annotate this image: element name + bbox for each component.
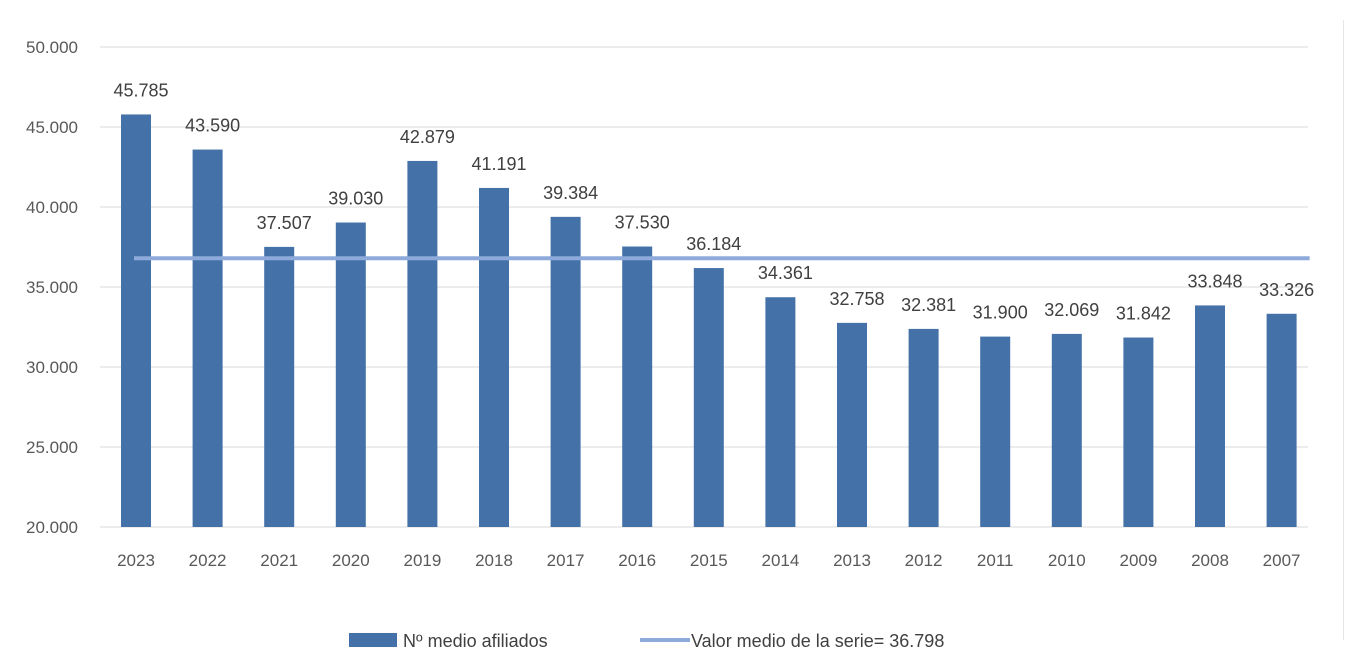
x-tick-label: 2007 xyxy=(1263,551,1301,570)
data-label: 33.848 xyxy=(1187,271,1242,291)
bar xyxy=(1051,333,1082,527)
bar xyxy=(837,322,867,527)
bar xyxy=(192,149,223,527)
x-tick-label: 2013 xyxy=(833,551,871,570)
data-label: 33.326 xyxy=(1259,280,1314,300)
y-tick-label: 45.000 xyxy=(26,118,78,137)
bar xyxy=(407,160,438,527)
bar xyxy=(765,297,796,527)
data-label: 45.785 xyxy=(113,80,168,100)
x-tick-label: 2015 xyxy=(690,551,728,570)
x-tick-label: 2016 xyxy=(618,551,656,570)
right-border xyxy=(1343,20,1344,640)
data-label: 34.361 xyxy=(758,263,813,283)
data-label: 32.758 xyxy=(829,289,884,309)
bar xyxy=(980,336,1011,527)
y-tick-label: 20.000 xyxy=(26,518,78,537)
x-axis: 2023 2022 2021 2020 2019 2018 2017 2016 2015 2014… xyxy=(117,551,1300,570)
data-labels: 45.785 43.590 37.507 39.030 42.879 41.191 39.3… xyxy=(113,80,1314,323)
bar xyxy=(479,187,509,527)
x-tick-label: 2012 xyxy=(905,551,943,570)
x-tick-label: 2017 xyxy=(547,551,585,570)
x-tick-label: 2014 xyxy=(761,551,799,570)
legend-bar-swatch xyxy=(349,633,397,647)
x-tick-label: 2023 xyxy=(117,551,155,570)
legend-line-label: Valor medio de la serie= 36.798 xyxy=(691,631,944,651)
data-label: 31.900 xyxy=(973,303,1028,323)
data-label: 37.530 xyxy=(615,213,670,233)
data-label: 42.879 xyxy=(400,127,455,147)
y-tick-label: 50.000 xyxy=(26,38,78,57)
x-tick-label: 2009 xyxy=(1119,551,1157,570)
bar xyxy=(264,246,295,527)
x-tick-label: 2018 xyxy=(475,551,513,570)
bar xyxy=(335,222,366,527)
y-tick-label: 40.000 xyxy=(26,198,78,217)
x-tick-label: 2020 xyxy=(332,551,370,570)
x-tick-label: 2021 xyxy=(260,551,298,570)
legend-bar-label: Nº medio afiliados xyxy=(403,631,548,651)
data-label: 39.030 xyxy=(328,189,383,209)
y-tick-label: 35.000 xyxy=(26,278,78,297)
bar xyxy=(1195,305,1225,527)
bar xyxy=(908,328,939,527)
y-tick-label: 30.000 xyxy=(26,358,78,377)
legend: Nº medio afiliados Valor medio de la ser… xyxy=(349,631,944,651)
data-label: 36.184 xyxy=(686,234,741,254)
data-label: 32.381 xyxy=(901,295,956,315)
bar xyxy=(622,246,653,527)
data-label: 32.069 xyxy=(1044,300,1099,320)
bar xyxy=(550,216,581,527)
bar xyxy=(121,114,151,527)
data-label: 31.842 xyxy=(1116,304,1171,324)
x-tick-label: 2019 xyxy=(403,551,441,570)
x-tick-label: 2011 xyxy=(977,551,1014,570)
y-tick-label: 25.000 xyxy=(26,438,78,457)
x-tick-label: 2010 xyxy=(1048,551,1086,570)
data-label: 43.590 xyxy=(185,116,240,136)
data-label: 39.384 xyxy=(543,183,598,203)
bar xyxy=(693,268,724,527)
data-label: 37.507 xyxy=(257,213,312,233)
x-tick-label: 2008 xyxy=(1191,551,1229,570)
x-tick-label: 2022 xyxy=(189,551,227,570)
bar xyxy=(1266,313,1297,527)
bar xyxy=(1123,337,1154,527)
bars xyxy=(121,114,1297,527)
y-axis: 20.000 25.000 30.000 35.000 40.000 45.000 50.0… xyxy=(26,38,78,537)
data-label: 41.191 xyxy=(471,154,526,174)
